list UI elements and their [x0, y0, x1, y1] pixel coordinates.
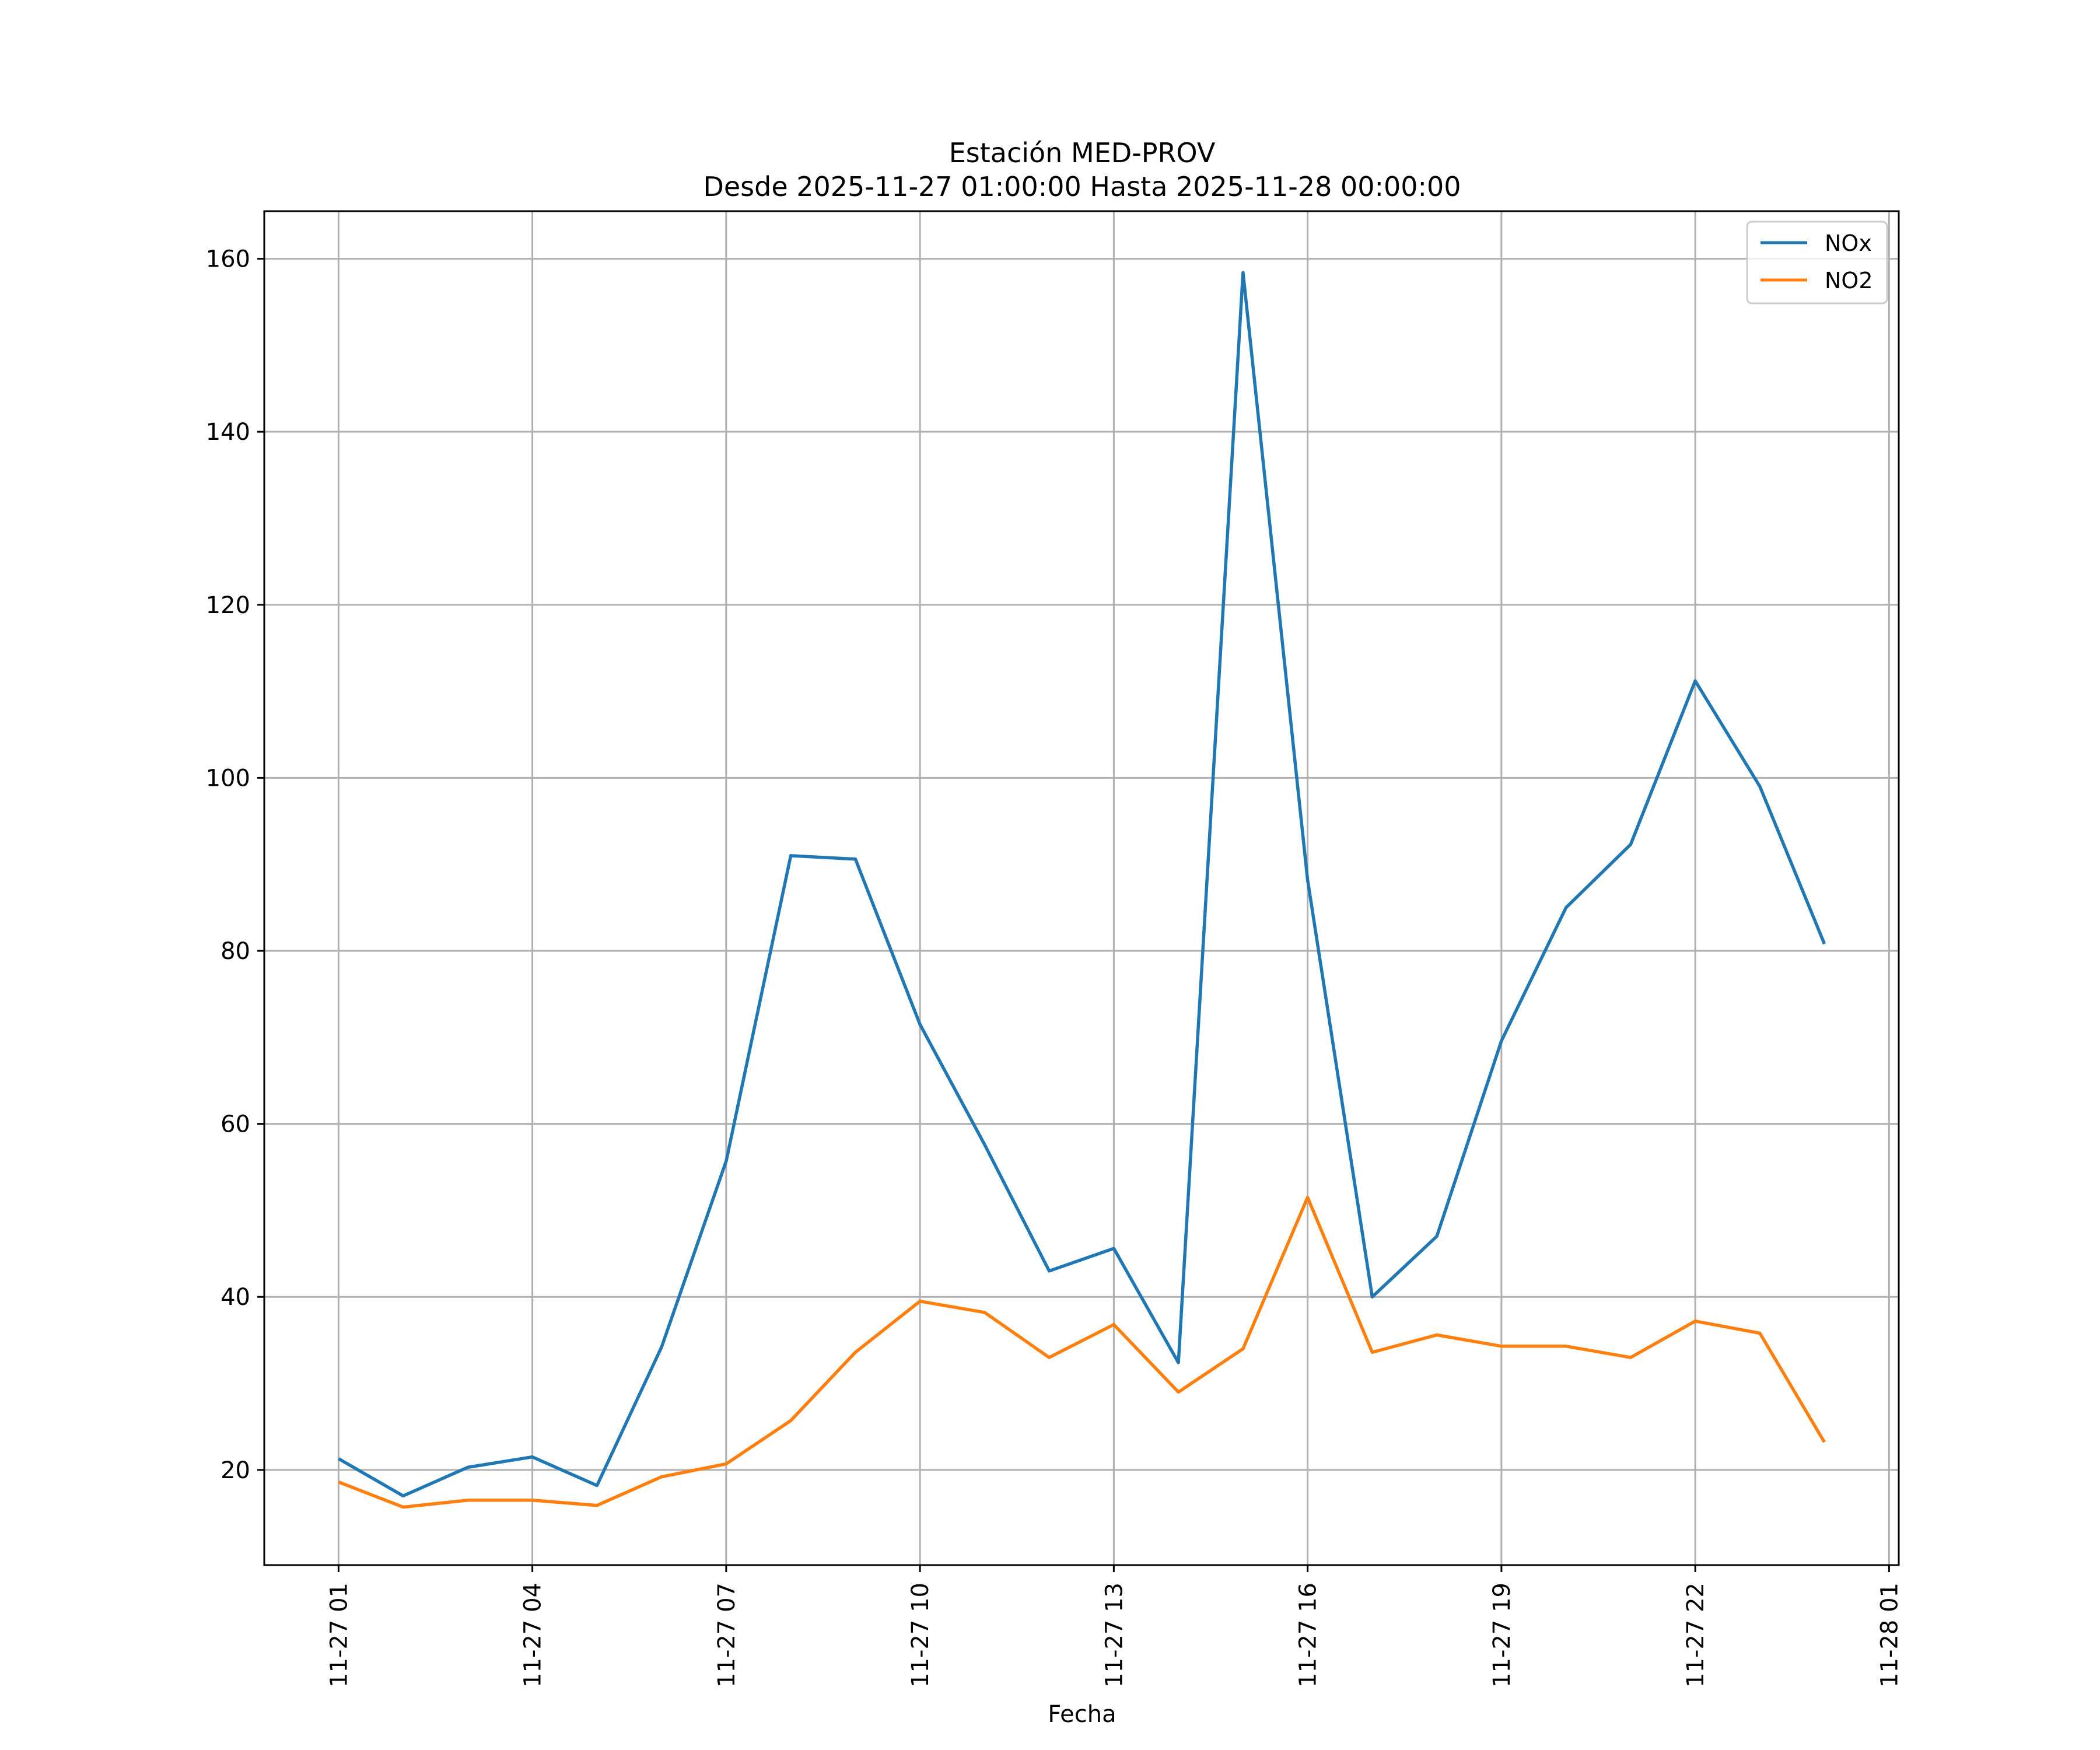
- y-tick-label: 20: [220, 1457, 250, 1484]
- x-axis-ticks: 11-27 01 11-27 04 11-27 07 11-27 10 11-27 13…: [326, 1565, 1903, 1688]
- chart-title: Estación MED-PROV: [949, 137, 1216, 169]
- x-tick-label: 11-27 01: [326, 1583, 352, 1688]
- grid-lines: [264, 211, 1899, 1565]
- series-lines: [338, 271, 1826, 1509]
- y-tick-label: 100: [206, 765, 250, 792]
- y-tick-label: 60: [220, 1111, 250, 1138]
- x-tick-label: 11-27 04: [520, 1583, 547, 1688]
- y-tick-label: 140: [206, 419, 250, 446]
- x-tick-label: 11-27 13: [1101, 1583, 1128, 1688]
- legend-label-nox: NOx: [1825, 230, 1872, 256]
- x-tick-label: 11-28 01: [1876, 1583, 1903, 1688]
- series-line-no2: [338, 1195, 1826, 1509]
- y-tick-label: 40: [220, 1284, 250, 1311]
- x-tick-label: 11-27 19: [1489, 1583, 1516, 1688]
- y-tick-label: 80: [220, 938, 250, 965]
- y-tick-label: 160: [206, 246, 250, 273]
- legend-label-no2: NO2: [1825, 268, 1873, 293]
- x-tick-label: 11-27 10: [907, 1583, 934, 1688]
- y-axis-ticks: 20 40 60 80 100 120 140 160: [206, 246, 264, 1484]
- x-tick-label: 11-27 22: [1682, 1583, 1709, 1688]
- y-tick-label: 120: [206, 592, 250, 619]
- chart-subtitle: Desde 2025-11-27 01:00:00 Hasta 2025-11-…: [703, 171, 1461, 202]
- x-tick-label: 11-27 07: [713, 1583, 740, 1688]
- x-axis-label: Fecha: [1048, 1701, 1116, 1728]
- series-line-nox: [338, 271, 1826, 1498]
- chart-legend: NOx NO2: [1746, 220, 1888, 304]
- plot-area-frame: [263, 210, 1900, 1566]
- x-tick-label: 11-27 16: [1295, 1583, 1322, 1688]
